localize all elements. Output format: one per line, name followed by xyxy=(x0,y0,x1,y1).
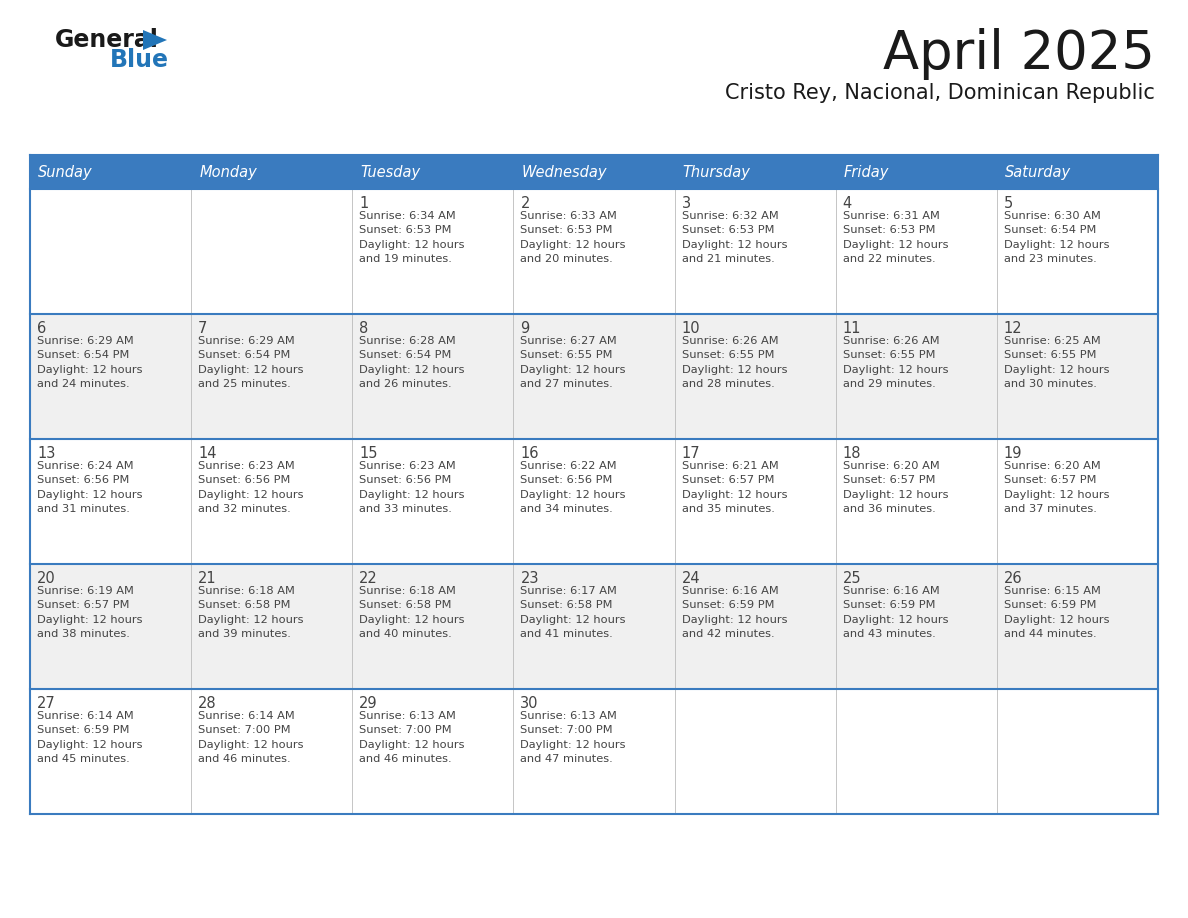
Text: Sunrise: 6:29 AM
Sunset: 6:54 PM
Daylight: 12 hours
and 24 minutes.: Sunrise: 6:29 AM Sunset: 6:54 PM Dayligh… xyxy=(37,336,143,389)
Text: 5: 5 xyxy=(1004,196,1013,211)
Text: 2: 2 xyxy=(520,196,530,211)
Text: Sunrise: 6:18 AM
Sunset: 6:58 PM
Daylight: 12 hours
and 39 minutes.: Sunrise: 6:18 AM Sunset: 6:58 PM Dayligh… xyxy=(198,586,304,639)
Text: Sunrise: 6:28 AM
Sunset: 6:54 PM
Daylight: 12 hours
and 26 minutes.: Sunrise: 6:28 AM Sunset: 6:54 PM Dayligh… xyxy=(359,336,465,389)
Text: 18: 18 xyxy=(842,446,861,461)
Text: Sunrise: 6:16 AM
Sunset: 6:59 PM
Daylight: 12 hours
and 42 minutes.: Sunrise: 6:16 AM Sunset: 6:59 PM Dayligh… xyxy=(682,586,788,639)
Text: 29: 29 xyxy=(359,696,378,711)
Text: 1: 1 xyxy=(359,196,368,211)
Text: Sunrise: 6:31 AM
Sunset: 6:53 PM
Daylight: 12 hours
and 22 minutes.: Sunrise: 6:31 AM Sunset: 6:53 PM Dayligh… xyxy=(842,211,948,264)
Text: 14: 14 xyxy=(198,446,216,461)
Text: Monday: Monday xyxy=(200,164,257,180)
Text: 11: 11 xyxy=(842,321,861,336)
Text: Sunrise: 6:32 AM
Sunset: 6:53 PM
Daylight: 12 hours
and 21 minutes.: Sunrise: 6:32 AM Sunset: 6:53 PM Dayligh… xyxy=(682,211,788,264)
Text: 3: 3 xyxy=(682,196,690,211)
Text: Sunrise: 6:13 AM
Sunset: 7:00 PM
Daylight: 12 hours
and 47 minutes.: Sunrise: 6:13 AM Sunset: 7:00 PM Dayligh… xyxy=(520,711,626,764)
Text: Sunrise: 6:15 AM
Sunset: 6:59 PM
Daylight: 12 hours
and 44 minutes.: Sunrise: 6:15 AM Sunset: 6:59 PM Dayligh… xyxy=(1004,586,1110,639)
Text: Friday: Friday xyxy=(843,164,889,180)
Text: Sunrise: 6:18 AM
Sunset: 6:58 PM
Daylight: 12 hours
and 40 minutes.: Sunrise: 6:18 AM Sunset: 6:58 PM Dayligh… xyxy=(359,586,465,639)
Text: 20: 20 xyxy=(37,571,56,586)
Text: Sunrise: 6:16 AM
Sunset: 6:59 PM
Daylight: 12 hours
and 43 minutes.: Sunrise: 6:16 AM Sunset: 6:59 PM Dayligh… xyxy=(842,586,948,639)
Text: 13: 13 xyxy=(37,446,56,461)
Text: 30: 30 xyxy=(520,696,539,711)
Text: Sunrise: 6:34 AM
Sunset: 6:53 PM
Daylight: 12 hours
and 19 minutes.: Sunrise: 6:34 AM Sunset: 6:53 PM Dayligh… xyxy=(359,211,465,264)
Text: April 2025: April 2025 xyxy=(883,28,1155,80)
Text: Sunrise: 6:26 AM
Sunset: 6:55 PM
Daylight: 12 hours
and 28 minutes.: Sunrise: 6:26 AM Sunset: 6:55 PM Dayligh… xyxy=(682,336,788,389)
Text: 9: 9 xyxy=(520,321,530,336)
Text: 12: 12 xyxy=(1004,321,1023,336)
Text: 25: 25 xyxy=(842,571,861,586)
Text: 17: 17 xyxy=(682,446,700,461)
Text: Sunrise: 6:23 AM
Sunset: 6:56 PM
Daylight: 12 hours
and 32 minutes.: Sunrise: 6:23 AM Sunset: 6:56 PM Dayligh… xyxy=(198,461,304,514)
Text: Sunrise: 6:27 AM
Sunset: 6:55 PM
Daylight: 12 hours
and 27 minutes.: Sunrise: 6:27 AM Sunset: 6:55 PM Dayligh… xyxy=(520,336,626,389)
Text: Sunrise: 6:33 AM
Sunset: 6:53 PM
Daylight: 12 hours
and 20 minutes.: Sunrise: 6:33 AM Sunset: 6:53 PM Dayligh… xyxy=(520,211,626,264)
Text: Sunrise: 6:21 AM
Sunset: 6:57 PM
Daylight: 12 hours
and 35 minutes.: Sunrise: 6:21 AM Sunset: 6:57 PM Dayligh… xyxy=(682,461,788,514)
Text: 21: 21 xyxy=(198,571,216,586)
Text: Tuesday: Tuesday xyxy=(360,164,421,180)
Text: 23: 23 xyxy=(520,571,539,586)
Text: Sunrise: 6:14 AM
Sunset: 7:00 PM
Daylight: 12 hours
and 46 minutes.: Sunrise: 6:14 AM Sunset: 7:00 PM Dayligh… xyxy=(198,711,304,764)
Bar xyxy=(30,189,1158,314)
Text: Thursday: Thursday xyxy=(683,164,751,180)
Text: Sunday: Sunday xyxy=(38,164,93,180)
Text: 6: 6 xyxy=(37,321,46,336)
Text: 10: 10 xyxy=(682,321,700,336)
Text: Sunrise: 6:17 AM
Sunset: 6:58 PM
Daylight: 12 hours
and 41 minutes.: Sunrise: 6:17 AM Sunset: 6:58 PM Dayligh… xyxy=(520,586,626,639)
Text: Sunrise: 6:30 AM
Sunset: 6:54 PM
Daylight: 12 hours
and 23 minutes.: Sunrise: 6:30 AM Sunset: 6:54 PM Dayligh… xyxy=(1004,211,1110,264)
Text: Sunrise: 6:19 AM
Sunset: 6:57 PM
Daylight: 12 hours
and 38 minutes.: Sunrise: 6:19 AM Sunset: 6:57 PM Dayligh… xyxy=(37,586,143,639)
Text: 22: 22 xyxy=(359,571,378,586)
Bar xyxy=(30,439,1158,564)
Text: 4: 4 xyxy=(842,196,852,211)
Text: Sunrise: 6:14 AM
Sunset: 6:59 PM
Daylight: 12 hours
and 45 minutes.: Sunrise: 6:14 AM Sunset: 6:59 PM Dayligh… xyxy=(37,711,143,764)
Text: 28: 28 xyxy=(198,696,216,711)
Text: General: General xyxy=(55,28,159,52)
Polygon shape xyxy=(143,30,168,50)
Text: 19: 19 xyxy=(1004,446,1023,461)
Text: 26: 26 xyxy=(1004,571,1023,586)
Text: Blue: Blue xyxy=(110,48,169,72)
Text: 27: 27 xyxy=(37,696,56,711)
Bar xyxy=(30,155,1158,189)
Text: Sunrise: 6:13 AM
Sunset: 7:00 PM
Daylight: 12 hours
and 46 minutes.: Sunrise: 6:13 AM Sunset: 7:00 PM Dayligh… xyxy=(359,711,465,764)
Text: Sunrise: 6:26 AM
Sunset: 6:55 PM
Daylight: 12 hours
and 29 minutes.: Sunrise: 6:26 AM Sunset: 6:55 PM Dayligh… xyxy=(842,336,948,389)
Text: 24: 24 xyxy=(682,571,700,586)
Text: 7: 7 xyxy=(198,321,208,336)
Bar xyxy=(30,564,1158,689)
Text: Sunrise: 6:20 AM
Sunset: 6:57 PM
Daylight: 12 hours
and 37 minutes.: Sunrise: 6:20 AM Sunset: 6:57 PM Dayligh… xyxy=(1004,461,1110,514)
Text: Sunrise: 6:23 AM
Sunset: 6:56 PM
Daylight: 12 hours
and 33 minutes.: Sunrise: 6:23 AM Sunset: 6:56 PM Dayligh… xyxy=(359,461,465,514)
Text: 16: 16 xyxy=(520,446,539,461)
Text: 15: 15 xyxy=(359,446,378,461)
Bar xyxy=(30,314,1158,439)
Text: Sunrise: 6:20 AM
Sunset: 6:57 PM
Daylight: 12 hours
and 36 minutes.: Sunrise: 6:20 AM Sunset: 6:57 PM Dayligh… xyxy=(842,461,948,514)
Text: Sunrise: 6:22 AM
Sunset: 6:56 PM
Daylight: 12 hours
and 34 minutes.: Sunrise: 6:22 AM Sunset: 6:56 PM Dayligh… xyxy=(520,461,626,514)
Text: Saturday: Saturday xyxy=(1005,164,1072,180)
Text: Sunrise: 6:24 AM
Sunset: 6:56 PM
Daylight: 12 hours
and 31 minutes.: Sunrise: 6:24 AM Sunset: 6:56 PM Dayligh… xyxy=(37,461,143,514)
Text: Wednesday: Wednesday xyxy=(522,164,607,180)
Text: Sunrise: 6:29 AM
Sunset: 6:54 PM
Daylight: 12 hours
and 25 minutes.: Sunrise: 6:29 AM Sunset: 6:54 PM Dayligh… xyxy=(198,336,304,389)
Text: 8: 8 xyxy=(359,321,368,336)
Text: Sunrise: 6:25 AM
Sunset: 6:55 PM
Daylight: 12 hours
and 30 minutes.: Sunrise: 6:25 AM Sunset: 6:55 PM Dayligh… xyxy=(1004,336,1110,389)
Text: Cristo Rey, Nacional, Dominican Republic: Cristo Rey, Nacional, Dominican Republic xyxy=(725,83,1155,103)
Bar xyxy=(30,689,1158,814)
